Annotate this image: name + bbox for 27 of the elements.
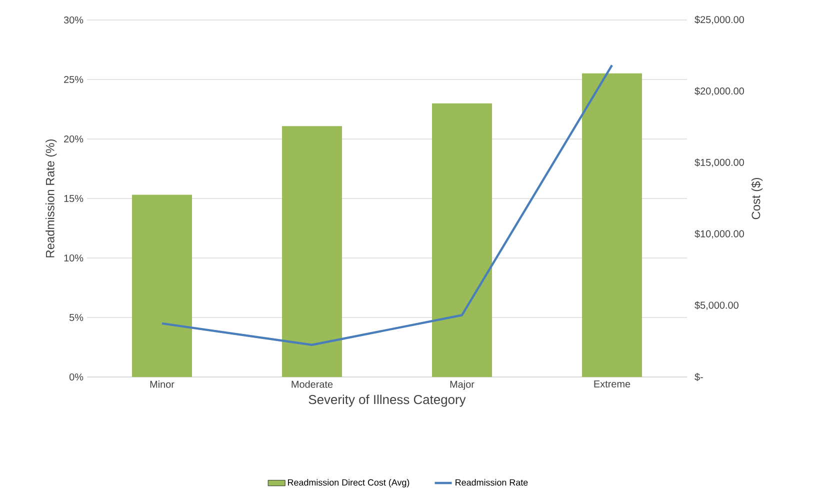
bar: [132, 194, 192, 377]
y2-tick-label: $25,000.00: [694, 16, 744, 24]
y2-tick-label: $10,000.00: [694, 230, 744, 239]
y-tick-label: 25%: [64, 76, 84, 84]
y2-tick-label: $20,000.00: [694, 87, 744, 96]
y-tick-label: 30%: [64, 16, 84, 24]
bar: [582, 73, 642, 377]
x-tick-label: Minor: [150, 380, 174, 388]
y2-tick-label: $5,000.00: [694, 301, 738, 310]
x-tick-label: Extreme: [594, 380, 630, 388]
y-tick-label: 0%: [69, 373, 84, 381]
y-axis-title: Readmission Rate (%): [46, 139, 57, 258]
y-tick-label: 20%: [64, 135, 84, 143]
line-series: [160, 64, 614, 346]
x-axis-title: Severity of Illness Category: [308, 394, 466, 407]
y-tick-label: 15%: [64, 194, 84, 202]
y2-axis-title: Cost ($): [751, 178, 763, 220]
legend-label: Readmission Rate: [456, 479, 528, 486]
x-tick-label: Moderate: [292, 380, 333, 388]
bar: [432, 103, 492, 377]
legend-label: Readmission Direct Cost (Avg): [288, 479, 410, 488]
x-tick-label: Major: [450, 380, 474, 390]
y2-tick-label: $-: [694, 372, 703, 382]
y-tick-label: 10%: [64, 254, 84, 262]
bar: [282, 126, 342, 377]
y2-tick-label: $15,000.00: [694, 158, 744, 168]
y-tick-label: 5%: [69, 314, 84, 321]
